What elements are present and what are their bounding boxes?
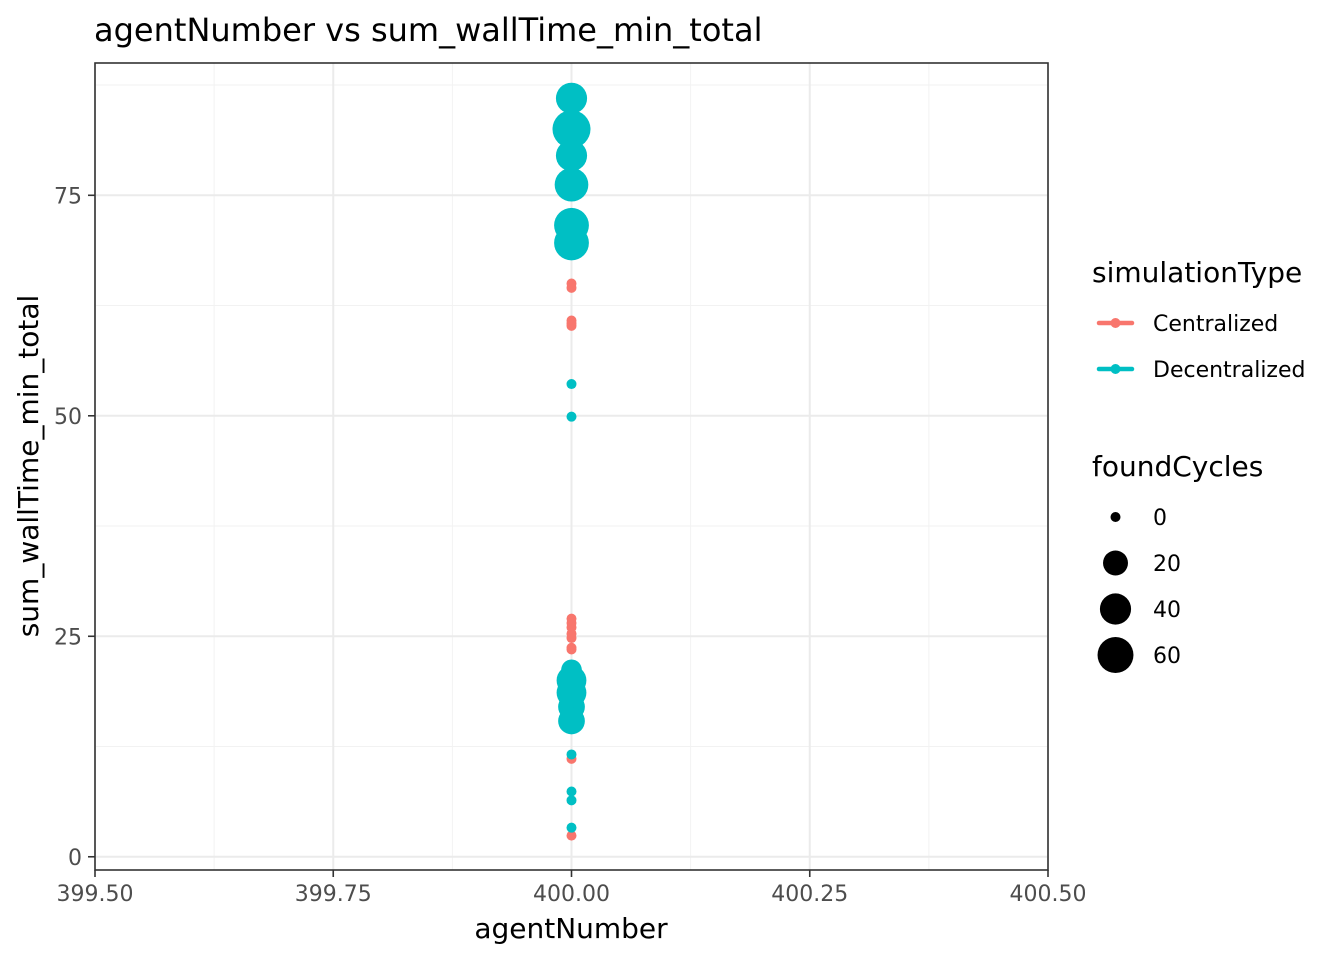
y-tick-label: 25	[54, 625, 82, 650]
data-point	[566, 644, 577, 655]
data-point	[552, 110, 591, 149]
legend-label: Centralized	[1153, 312, 1278, 337]
legend-title-size: foundCycles	[1092, 450, 1263, 483]
legend-title-color: simulationType	[1092, 256, 1302, 289]
x-tick-label: 400.25	[771, 882, 848, 907]
legend-size-key	[1103, 550, 1128, 576]
data-point	[566, 633, 577, 644]
data-point	[566, 830, 577, 841]
y-tick-label: 0	[68, 846, 82, 871]
legend-key-point	[1110, 364, 1121, 374]
y-axis-label: sum_wallTime_min_total	[12, 295, 45, 638]
data-point	[555, 140, 588, 172]
y-tick-label: 75	[54, 184, 82, 209]
legend-size-label: 60	[1153, 644, 1181, 669]
x-axis-label: agentNumber	[474, 912, 668, 945]
legend: simulationType CentralizedDecentralized …	[1092, 256, 1305, 673]
legend-label: Decentralized	[1153, 358, 1305, 383]
data-point	[555, 82, 588, 114]
x-tick-label: 400.00	[533, 882, 610, 907]
x-tick-label: 399.75	[295, 882, 372, 907]
data-point	[566, 786, 577, 797]
data-point	[554, 225, 589, 261]
legend-size-label: 20	[1153, 552, 1181, 577]
legend-size-entries: 0 20 40 60	[1097, 506, 1181, 673]
data-point	[566, 822, 577, 833]
legend-color-entries: Centralized Decentralized	[1096, 312, 1305, 383]
data-point	[554, 167, 589, 202]
legend-size-label: 0	[1153, 506, 1167, 531]
data-point	[558, 707, 585, 735]
y-axis: 0 25 50 75	[54, 184, 95, 871]
legend-key-point	[1110, 318, 1121, 328]
data-point	[566, 749, 577, 760]
data-point	[566, 320, 577, 331]
legend-size-key	[1099, 593, 1132, 625]
data-point	[566, 795, 577, 806]
chart-title: agentNumber vs sum_wallTime_min_total	[94, 11, 762, 49]
legend-size-label: 40	[1153, 598, 1181, 623]
x-axis: 399.50 399.75 400.00 400.25 400.50	[57, 870, 1087, 907]
data-points	[552, 82, 591, 841]
data-point	[566, 411, 577, 422]
x-tick-label: 399.50	[57, 882, 134, 907]
x-tick-label: 400.50	[1010, 882, 1087, 907]
legend-size-key	[1097, 637, 1134, 673]
data-point	[566, 379, 577, 390]
plot-panel	[94, 62, 1049, 871]
data-point	[566, 282, 577, 293]
y-tick-label: 50	[54, 405, 82, 430]
legend-size-key	[1110, 512, 1121, 522]
